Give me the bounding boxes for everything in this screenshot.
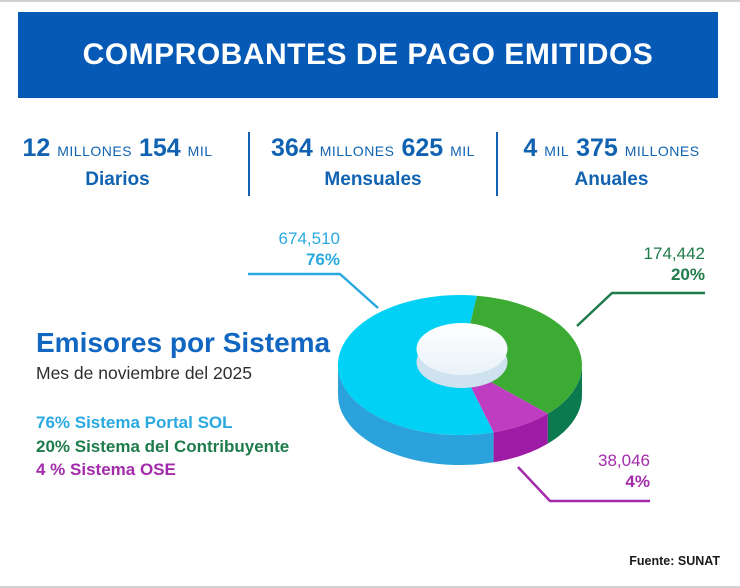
stat-monthly: 364 MILLONES 625 MIL Mensuales <box>249 134 497 193</box>
stats-row: 12 MILLONES 154 MIL Diarios 364 MILLONES… <box>0 134 740 193</box>
callout-contribuyente: 174,442 20% <box>644 243 705 285</box>
callout-contribuyente-value: 174,442 <box>643 244 705 263</box>
stat-yearly-unit1: MIL <box>544 143 570 159</box>
legend-item-portal-sol: 76% Sistema Portal SOL <box>36 413 233 432</box>
pie-side-contribuyente <box>547 365 582 444</box>
stat-daily-label: Diarios <box>85 169 150 190</box>
callout-line-contribuyente <box>576 291 705 327</box>
stat-monthly-num1: 364 <box>271 134 313 162</box>
pie-slice-contribuyente <box>460 295 582 414</box>
stat-monthly-unit2: MIL <box>450 143 475 159</box>
legend-item-contribuyente: 20% Sistema del Contribuyente <box>36 436 290 456</box>
stat-daily-num1: 12 <box>22 134 51 162</box>
stat-yearly-unit2: MILLONES <box>624 143 700 159</box>
pie-side-ose <box>493 413 548 463</box>
callout-line-ose <box>517 466 650 503</box>
page-title: COMPROBANTES DE PAGO EMITIDOS <box>82 38 654 71</box>
callout-ose-value: 38,046 <box>598 451 650 470</box>
callout-ose: 38,046 4% <box>598 450 650 492</box>
callout-contribuyente-pct: 20% <box>670 265 705 284</box>
callout-portal-sol: 674,510 76% <box>279 228 340 270</box>
callout-portal-sol-value: 674,510 <box>278 229 340 248</box>
legend-item-ose: 4 % Sistema OSE <box>36 460 176 479</box>
pie-hole-top <box>416 323 508 375</box>
legend: 76% Sistema Portal SOL 20% Sistema del C… <box>36 411 346 482</box>
section-subtitle: Mes de noviembre del 2025 <box>36 363 252 383</box>
stat-monthly-num2: 625 <box>401 134 444 162</box>
stats-divider-2 <box>496 132 498 196</box>
stat-yearly: 4 MIL 375 MILLONES Anuales <box>497 134 740 193</box>
stat-yearly-value: 4 MIL 375 MILLONES <box>523 134 699 165</box>
stat-daily-unit2: MIL <box>187 143 213 159</box>
pie-side-portal-sol <box>338 365 494 466</box>
stat-daily-num2: 154 <box>139 134 181 162</box>
stat-daily-unit1: MILLONES <box>57 143 133 159</box>
section-block: Emisores por Sistema Mes de noviembre de… <box>36 328 346 482</box>
stat-yearly-label: Anuales <box>574 169 649 190</box>
stat-daily: 12 MILLONES 154 MIL Diarios <box>0 134 249 193</box>
stat-monthly-unit1: MILLONES <box>319 143 395 159</box>
section-title: Emisores por Sistema <box>36 327 331 358</box>
stat-monthly-value: 364 MILLONES 625 MIL <box>271 134 475 165</box>
callout-portal-sol-pct: 76% <box>305 250 340 269</box>
callout-ose-pct: 4% <box>625 472 650 491</box>
header-banner: COMPROBANTES DE PAGO EMITIDOS <box>18 12 718 98</box>
stat-yearly-num1: 4 <box>523 134 538 162</box>
stat-daily-value: 12 MILLONES 154 MIL <box>22 134 212 165</box>
stat-monthly-label: Mensuales <box>324 169 422 190</box>
source-note: Fuente: SUNAT <box>629 554 720 568</box>
callout-line-portal-sol <box>248 272 379 309</box>
stats-divider-1 <box>248 132 250 196</box>
stat-yearly-num2: 375 <box>576 134 618 162</box>
